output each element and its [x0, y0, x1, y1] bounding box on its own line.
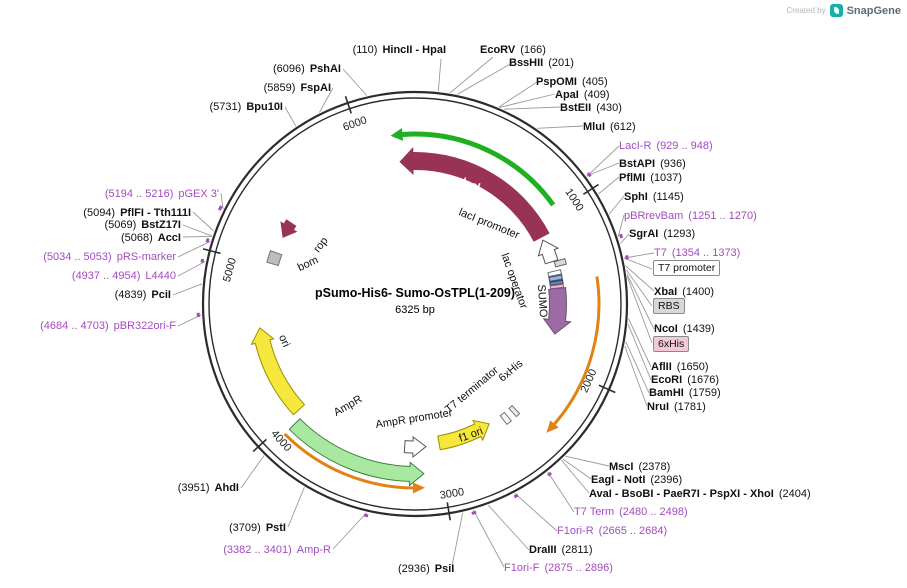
created-by-text: Created by: [786, 6, 826, 15]
snapgene-logo-text: SnapGene: [846, 4, 901, 17]
site-label: (3951) AhdI: [177, 482, 239, 494]
site-label: EcoRV (166): [480, 44, 546, 56]
site-label: PspOMI (405): [536, 76, 608, 88]
snapgene-badge: Created by SnapGene: [786, 4, 901, 17]
site-label: NruI (1781): [647, 401, 706, 413]
plasmid-size: 6325 bp: [395, 304, 435, 316]
primer-label: (4937 .. 4954) L4440: [71, 270, 176, 282]
site-label: PflMI (1037): [619, 172, 683, 184]
site-label: MscI (2378): [609, 461, 671, 473]
boxed-label-t7-promoter: T7 promoter: [653, 260, 721, 276]
site-label: (5094) PflFI - Tth111I: [83, 207, 191, 219]
site-label: ApaI (409): [555, 89, 610, 101]
boxed-label-rbs: RBS: [653, 298, 685, 314]
site-label: (5068) AccI: [120, 232, 181, 244]
boxed-label-6xhis: 6xHis: [653, 336, 690, 352]
primer-label: T7 (1354 .. 1373): [654, 247, 741, 259]
site-label: BssHII (201): [509, 57, 574, 69]
site-label: (6096) PshAI: [273, 63, 341, 75]
site-label: BamHI (1759): [649, 387, 721, 399]
site-label: (4839) PciI: [114, 289, 171, 301]
primer-label: (5194 .. 5216) pGEX 3': [104, 188, 219, 200]
primer-label: (5034 .. 5053) pRS-marker: [43, 251, 176, 263]
primer-label: (4684 .. 4703) pBR322ori-F: [40, 320, 176, 332]
site-label: (110) HincII - HpaI: [352, 44, 446, 56]
primer-label: (3382 .. 3401) Amp-R: [223, 544, 331, 556]
site-label: DraIII (2811): [529, 544, 593, 556]
primer-label: F1ori-R (2665 .. 2684): [557, 525, 668, 537]
plasmid-title: pSumo-His6- Sumo-OsTPL(1-209): [314, 286, 516, 300]
site-label: SgrAI (1293): [629, 228, 696, 240]
site-label: AflII (1650): [651, 361, 709, 373]
primer-label: LacI-R (929 .. 948): [619, 140, 713, 152]
site-label: AvaI - BsoBI - PaeR7I - PspXI - XhoI (240…: [589, 488, 811, 500]
primer-label: F1ori-F (2875 .. 2896): [504, 562, 613, 574]
snapgene-logo-icon: [829, 4, 843, 17]
site-label: (5069) BstZ17I: [104, 219, 181, 231]
site-label: NcoI (1439): [654, 323, 715, 335]
site-label: (3709) PstI: [229, 522, 286, 534]
feature-label-sumo: SUMO: [534, 284, 550, 318]
site-label: (5731) Bpu10I: [209, 101, 283, 113]
primer-label: T7 Term (2480 .. 2498): [574, 506, 688, 518]
site-label: (2936) PsiI: [398, 563, 455, 575]
site-label: EagI - NotI (2396): [591, 474, 683, 486]
site-label: MluI (612): [583, 121, 636, 133]
site-label: EcoRI (1676): [651, 374, 719, 386]
site-label: SphI (1145): [624, 191, 684, 203]
site-label: BstAPI (936): [619, 158, 686, 170]
site-label: (5859) FspAI: [263, 82, 331, 94]
primer-label: pBRrevBam (1251 .. 1270): [624, 210, 757, 222]
site-label: BstEII (430): [560, 102, 622, 114]
site-label: XbaI (1400): [654, 286, 715, 298]
